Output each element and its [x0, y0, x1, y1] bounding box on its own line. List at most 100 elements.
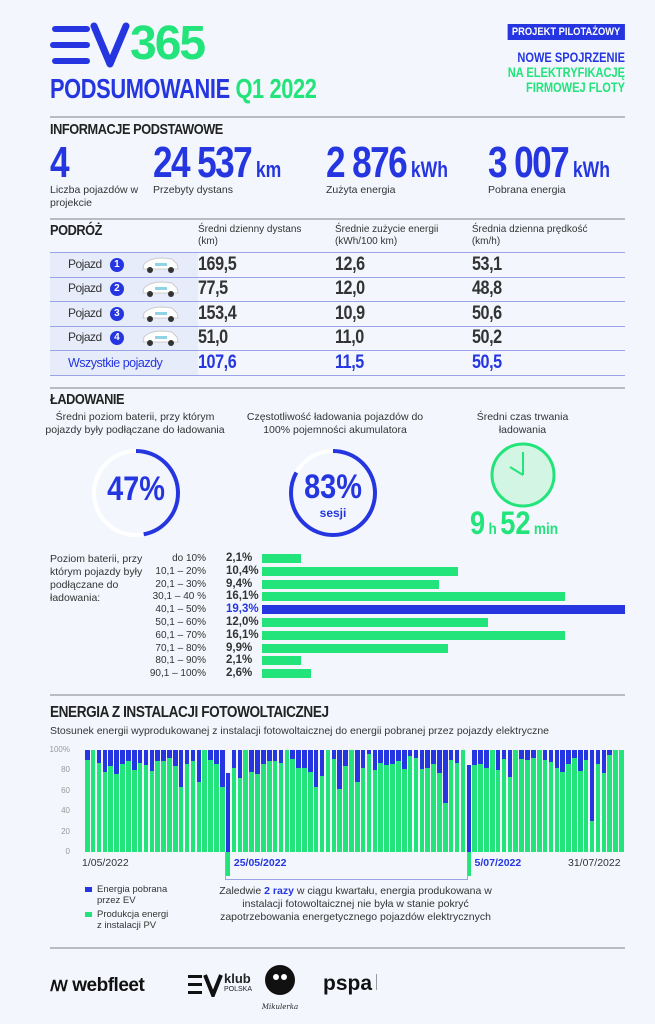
pv-bar-pv [237, 777, 243, 852]
pv-bar-ev [548, 750, 554, 763]
cell-text: 12,6 [334, 253, 365, 275]
pv-bar-ev [478, 750, 483, 765]
pv-bar-pv [390, 764, 395, 852]
cell-value: 11,0 [334, 326, 472, 351]
pv-bar-pv [484, 768, 489, 852]
pv-bar-ev [161, 750, 166, 762]
pv-bar-pv [595, 764, 601, 852]
cell-value: 153,4 [198, 301, 335, 327]
pv-bar-ev [208, 750, 213, 761]
legend-text: przez EV [97, 895, 136, 906]
cell-text: 10,9 [334, 302, 365, 324]
tagline-3: FIRMOWEJ FLOTY [525, 80, 625, 95]
pv-bar-ev [249, 750, 254, 773]
pv-bar-ev [331, 750, 337, 760]
table-row-total: Wszystkie pojazdy 107,6 11,5 50,5 [50, 350, 625, 376]
pv-bar-ev [366, 750, 372, 755]
gauge1-caption: Średni poziom baterii, przy którym pojaz… [45, 411, 225, 436]
pv-bar-ev [266, 750, 272, 762]
stat-unit: kWh [572, 157, 611, 182]
pv-bar-ev [578, 750, 583, 772]
gauge1-value: 47% [107, 470, 165, 508]
table-row: Pojazd 2 77,5 12,0 48,8 [50, 277, 625, 302]
pv-bar-pv [108, 766, 114, 852]
pv-bar-ev [96, 750, 102, 764]
cell-text: 12,0 [334, 278, 365, 300]
gauge2-sub: sesji [319, 506, 347, 520]
gauge2-value: 83% [304, 468, 362, 506]
pv-bar-ev [554, 750, 560, 769]
pv-bar-ev [437, 750, 442, 774]
pv-bar-ev [190, 750, 196, 762]
mikulerka-logo: Mikulerka [258, 962, 302, 1011]
pv-bar-pv [325, 750, 331, 852]
pv-bar-pv [302, 768, 307, 852]
pv-bar-pv [85, 760, 90, 852]
gauge-arc [92, 449, 180, 537]
pv-bar-pv [560, 772, 565, 852]
pv-bar-ev [149, 750, 155, 772]
total-name: Wszystkie pojazdy [50, 350, 198, 376]
stat-value: 24 537 km [153, 138, 281, 188]
cell-text: 51,0 [198, 327, 228, 349]
pv-bar-pv [331, 759, 337, 852]
divider [50, 947, 625, 949]
pv-bar-pv [472, 765, 477, 852]
vehicle-name: Pojazd 2 [50, 277, 198, 302]
pv-bar-pv [190, 761, 196, 852]
gauge2-caption: Częstotliwość ładowania pojazdów do 100%… [246, 411, 424, 436]
ev-klub-text: klub [224, 971, 251, 986]
pv-bar-pv [102, 772, 108, 852]
stat-number: 24 537 [153, 138, 253, 187]
logo-number: 365 [130, 17, 206, 70]
pv-bar-pv [196, 781, 202, 852]
pv-bar-marker [466, 852, 472, 876]
dist-value-label: 12,0% [226, 616, 259, 628]
stat-3: 3 007 kWh Pobrana energia [488, 138, 641, 197]
pv-bar-pv [231, 768, 237, 852]
pv-bar-ev [220, 750, 225, 787]
y-tick: 80 [61, 765, 70, 775]
pv-bar-pv [214, 764, 219, 852]
stat-0: 4 Liczba pojazdów w projekcie [50, 138, 140, 210]
dist-category: 30,1 – 40 % [152, 591, 206, 603]
pv-bar-ev [237, 750, 243, 778]
legend-text: Produkcja energi [97, 909, 169, 920]
pv-bar-ev [519, 750, 524, 760]
pv-bar-pv [589, 821, 595, 852]
pv-bar-pv [407, 756, 413, 852]
car-icon [142, 306, 179, 322]
pv-bar-pv [202, 750, 207, 852]
pv-bar-ev [278, 750, 284, 764]
dist-bar [262, 669, 311, 679]
callout-bracket [225, 852, 468, 880]
mikulerka-graphic [265, 965, 295, 995]
pv-bar-pv [619, 750, 624, 852]
duration-caption: Średni czas trwania ładowania [476, 411, 569, 436]
divider [50, 218, 625, 220]
x-label: 25/05/2022 [233, 857, 287, 869]
pv-bar-ev [413, 750, 419, 759]
cell-value: 12,6 [334, 252, 472, 278]
pv-bar-ev [495, 750, 501, 771]
pv-bar-ev [378, 750, 384, 764]
pv-bar-pv [384, 765, 389, 852]
pv-bar-ev [384, 750, 389, 766]
pv-bar-ev [601, 750, 607, 774]
pv-bar-pv [278, 763, 284, 852]
pv-bar-pv [542, 760, 548, 852]
pv-bar-ev [255, 750, 260, 775]
legend-text: z instalacji PV [97, 920, 157, 931]
dist-bar [262, 554, 302, 563]
pv-bar-ev [214, 750, 219, 765]
pv-bar-pv [96, 763, 102, 852]
pv-bar-ev-deficit [225, 773, 231, 852]
pv-bar-ev [484, 750, 489, 769]
pv-bar-pv [155, 761, 160, 852]
dist-bar [262, 630, 565, 640]
pilot-badge: PROJEKT PILOTAŻOWY [508, 24, 625, 40]
note-text: w ciągu kwartału, energia produkowana w … [220, 885, 492, 923]
stopwatch-icon [490, 442, 556, 508]
pv-bar-pv [372, 770, 378, 852]
cell-text: 50,6 [471, 302, 502, 324]
